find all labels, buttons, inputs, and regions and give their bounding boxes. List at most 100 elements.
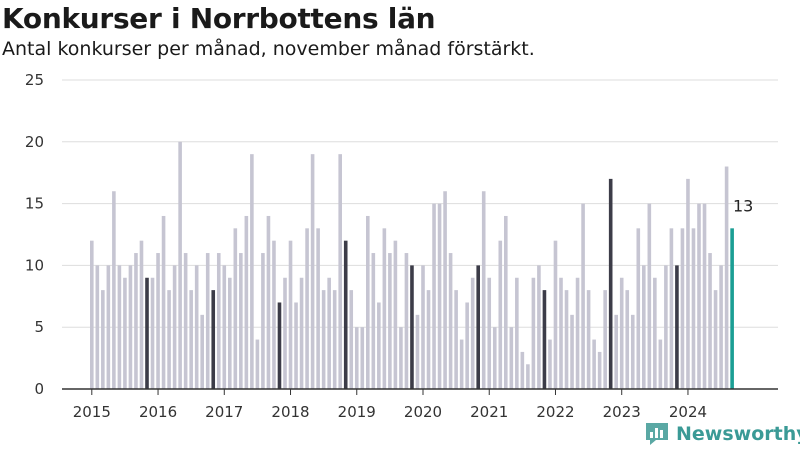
bar <box>134 253 138 389</box>
bar <box>432 203 436 389</box>
bar <box>597 351 602 389</box>
x-tick-label: 2020 <box>404 403 442 421</box>
bar <box>261 253 265 389</box>
brand-name: Newsworthy <box>676 423 800 445</box>
bar <box>239 253 243 389</box>
bar <box>266 215 271 389</box>
bar <box>575 277 580 389</box>
bar <box>349 290 354 389</box>
bar <box>90 240 94 389</box>
bar <box>139 240 144 389</box>
bar <box>228 277 232 389</box>
bar <box>399 327 403 389</box>
bar <box>548 339 552 389</box>
bar <box>669 228 674 389</box>
bar <box>470 277 475 389</box>
bar <box>194 265 199 389</box>
y-tick-label: 20 <box>25 133 44 151</box>
bar <box>415 314 420 389</box>
bar <box>465 302 469 389</box>
chart-subtitle: Antal konkurser per månad, november måna… <box>2 38 535 60</box>
bar <box>559 277 563 389</box>
bar <box>630 314 635 389</box>
x-tick-label: 2023 <box>603 403 641 421</box>
bar <box>233 228 238 389</box>
x-tick-label: 2015 <box>73 403 111 421</box>
bar-november <box>211 290 216 389</box>
bars <box>90 141 734 389</box>
bar <box>664 265 668 389</box>
brand-logo: Newsworthy <box>644 420 800 448</box>
bar <box>509 327 514 389</box>
bar-november <box>476 265 480 389</box>
bar <box>360 327 365 389</box>
bar <box>625 290 630 389</box>
bar <box>222 265 227 389</box>
bar <box>371 253 376 389</box>
bar <box>520 351 525 389</box>
bar-november <box>343 240 348 389</box>
y-tick-label: 5 <box>34 318 44 336</box>
bar <box>564 290 569 389</box>
x-tick-label: 2024 <box>669 403 707 421</box>
bar <box>426 290 431 389</box>
y-tick-label: 25 <box>25 71 44 89</box>
bar <box>487 277 492 389</box>
bar <box>642 265 646 389</box>
bar <box>95 265 100 389</box>
bar <box>299 277 304 389</box>
bar <box>250 154 254 389</box>
bar <box>680 228 685 389</box>
bar <box>272 240 276 389</box>
bar <box>156 253 160 389</box>
x-tick-label: 2019 <box>338 403 376 421</box>
x-axis-tick-labels: 2015 2016 2017 2018 2019 2020 2021 2022 2023 2024 <box>73 389 707 421</box>
bar <box>388 253 392 389</box>
bar <box>393 240 398 389</box>
bar <box>504 215 508 389</box>
bar <box>531 277 536 389</box>
bar <box>421 265 425 389</box>
bar <box>117 265 122 389</box>
bar-november <box>277 302 282 389</box>
bar <box>366 215 370 389</box>
bar-latest <box>730 228 734 389</box>
bar <box>200 314 204 389</box>
bar <box>592 339 596 389</box>
bar <box>178 141 182 389</box>
bar-november <box>410 265 414 389</box>
bar <box>321 290 326 389</box>
newsworthy-logo-icon <box>646 423 668 445</box>
bar <box>459 339 464 389</box>
bar <box>172 265 177 389</box>
bar <box>686 178 690 389</box>
bar <box>205 253 210 389</box>
bar <box>183 253 188 389</box>
bar <box>537 265 541 389</box>
y-tick-label: 10 <box>25 256 44 274</box>
bar <box>481 191 486 389</box>
bar <box>570 314 574 389</box>
x-tick-label: 2021 <box>470 403 508 421</box>
bar-november <box>675 265 679 389</box>
bar <box>161 215 166 389</box>
bar <box>294 302 298 389</box>
bar-november <box>608 178 613 389</box>
bar <box>216 253 221 389</box>
bar <box>708 253 712 389</box>
bar <box>498 240 503 389</box>
bar-november <box>542 290 547 389</box>
bar <box>404 253 409 389</box>
bar <box>713 290 718 389</box>
bar <box>305 228 309 389</box>
bar <box>255 339 260 389</box>
bar <box>658 339 663 389</box>
bar <box>106 265 111 389</box>
bar <box>123 277 127 389</box>
bar <box>719 265 723 389</box>
bar <box>614 314 618 389</box>
bar <box>636 228 641 389</box>
y-axis-tick-labels: 0 5 10 15 20 25 <box>25 71 44 398</box>
bar <box>150 277 155 389</box>
bar <box>691 228 696 389</box>
